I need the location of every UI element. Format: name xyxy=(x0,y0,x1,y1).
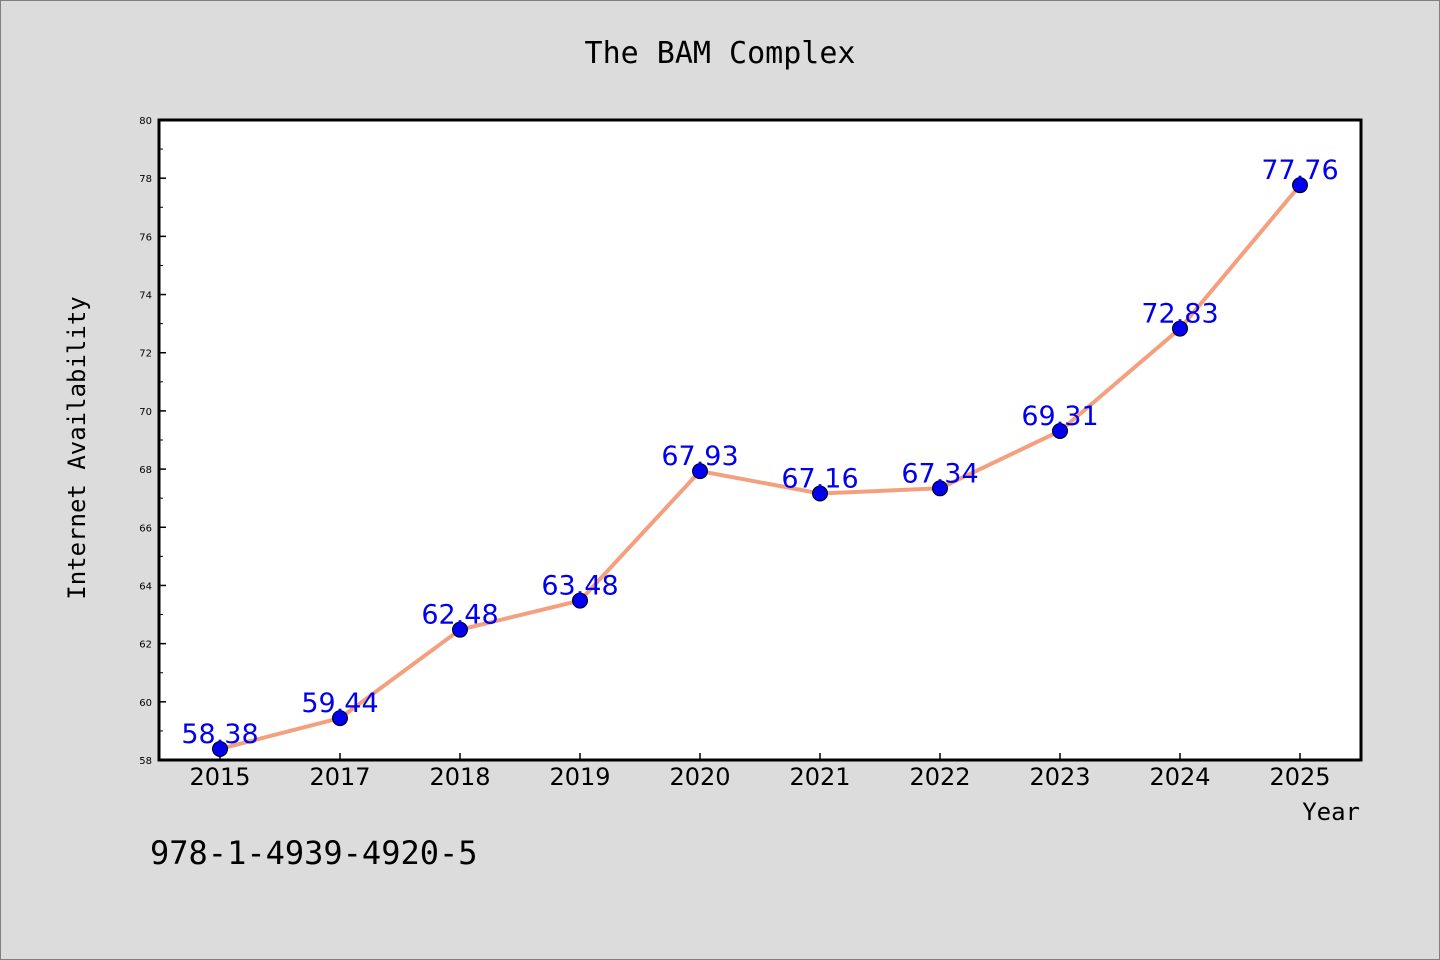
x-tick-label: 2019 xyxy=(549,763,610,791)
x-tick-label: 2018 xyxy=(429,763,490,791)
data-point-label: 69.31 xyxy=(1021,401,1098,432)
plot-area xyxy=(157,118,1363,762)
data-point-marker xyxy=(452,621,468,638)
data-point-marker xyxy=(932,480,948,497)
y-axis-label: Internet Availability xyxy=(63,296,91,599)
y-tick-label: 62 xyxy=(139,640,152,651)
data-labels: 58.38 59.44 62.48 63.48 67.93 67.16 67.34 69.31… xyxy=(181,155,1338,750)
x-tick-label: 2021 xyxy=(789,763,850,791)
data-point-marker xyxy=(1292,177,1308,194)
y-tick-label: 76 xyxy=(139,232,152,243)
footer-code: 978-1-4939-4920-5 xyxy=(150,834,478,872)
y-tick-label: 58 xyxy=(139,756,152,767)
data-point-label: 67.34 xyxy=(901,458,978,489)
data-point-marker xyxy=(692,463,708,480)
x-tick-label: 2023 xyxy=(1029,763,1090,791)
axis-ticks: 58 60 62 64 66 68 70 72 74 76 78 80 2015 2017 2018 2019… xyxy=(139,116,1330,791)
data-point-label: 58.38 xyxy=(181,719,258,750)
data-point-label: 63.48 xyxy=(541,571,618,602)
data-point-label: 62.48 xyxy=(421,600,498,631)
x-tick-label: 2015 xyxy=(189,763,250,791)
y-tick-label: 66 xyxy=(139,523,152,534)
y-tick-label: 74 xyxy=(139,291,152,302)
chart-title: The BAM Complex xyxy=(585,36,856,71)
data-point-label: 77.76 xyxy=(1261,155,1338,186)
series-line xyxy=(219,183,1302,751)
x-tick-label: 2017 xyxy=(309,763,370,791)
y-tick-label: 80 xyxy=(139,116,152,127)
data-point-marker xyxy=(572,592,588,609)
y-tick-label: 72 xyxy=(139,349,152,360)
data-point-marker xyxy=(212,740,228,757)
x-tick-label: 2022 xyxy=(909,763,970,791)
data-point-marker xyxy=(332,710,348,727)
x-tick-label: 2024 xyxy=(1149,763,1210,791)
series-line-path xyxy=(219,183,1302,751)
data-point-marker xyxy=(1052,422,1068,439)
y-tick-label: 78 xyxy=(139,174,152,185)
data-point-label: 67.93 xyxy=(661,441,738,472)
data-point-label: 72.83 xyxy=(1141,299,1218,330)
data-point-label: 67.16 xyxy=(781,464,858,495)
y-tick-label: 60 xyxy=(139,698,152,709)
x-axis-label: Year xyxy=(1302,798,1360,826)
x-tick-label: 2025 xyxy=(1269,763,1330,791)
x-tick-label: 2020 xyxy=(669,763,730,791)
data-point-marker xyxy=(812,485,828,502)
y-tick-label: 70 xyxy=(139,407,152,418)
y-tick-label: 68 xyxy=(139,465,152,476)
data-point-marker xyxy=(1172,320,1188,337)
y-tick-label: 64 xyxy=(139,581,152,592)
data-point-label: 59.44 xyxy=(301,688,378,719)
series-markers xyxy=(212,177,1308,757)
